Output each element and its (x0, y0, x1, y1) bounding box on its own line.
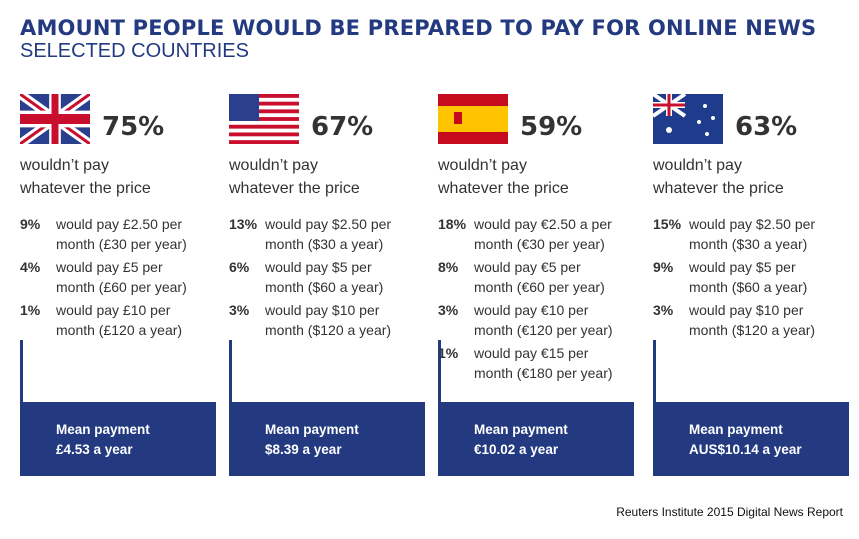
price-row-text: would pay £5 per month (£60 per year) (56, 259, 187, 295)
price-row: 3% would pay $10 per month ($120 a year) (653, 300, 853, 340)
price-row-text: would pay $2.50 per month ($30 a year) (689, 216, 816, 252)
price-row-text: would pay $2.50 per month ($30 a year) (265, 216, 392, 252)
country-column-spain: 59% wouldn’t pay whatever the price 18% wo… (438, 92, 634, 476)
australia-flag-icon (651, 92, 723, 144)
price-row-pct: 3% (229, 302, 250, 318)
no-pay-label: wouldn’t pay whatever the price (20, 157, 151, 197)
price-row: 18% would pay €2.50 a per month (€30 per y… (438, 214, 638, 254)
country-column-uk: 75% wouldn’t pay whatever the price 9% wou… (18, 89, 216, 476)
price-row-text: would pay €5 per month (€60 per year) (474, 259, 605, 295)
no-pay-percent: 75% (102, 112, 165, 142)
page-subtitle: SELECTED COUNTRIES (20, 40, 249, 62)
price-row-text: would pay £10 per month (£120 a year) (56, 302, 183, 338)
mean-payment-label: Mean payment (56, 422, 150, 437)
price-row-text: would pay $5 per month ($60 a year) (689, 259, 808, 295)
column-divider (653, 340, 656, 410)
mean-payment-box: Mean payment $8.39 a year (229, 402, 425, 476)
price-row: 1% would pay £10 per month (£120 a year) (20, 300, 220, 340)
price-row-text: would pay $10 per month ($120 a year) (689, 302, 816, 338)
no-pay-percent: 67% (311, 112, 374, 142)
price-rows: 13% would pay $2.50 per month ($30 a year)… (229, 214, 429, 343)
no-pay-label: wouldn’t pay whatever the price (229, 157, 360, 197)
price-row: 1% would pay €15 per month (€180 per year) (438, 343, 638, 383)
mean-payment-value: €10.02 a year (474, 442, 559, 457)
price-rows: 9% would pay £2.50 per month (£30 per year… (20, 214, 220, 343)
mean-payment-box: Mean payment €10.02 a year (438, 402, 634, 476)
price-row: 13% would pay $2.50 per month ($30 a year) (229, 214, 429, 254)
spain-flag-icon (438, 94, 508, 144)
price-row-pct: 13% (229, 216, 258, 232)
price-row: 6% would pay $5 per month ($60 a year) (229, 257, 429, 297)
no-pay-percent: 63% (735, 112, 798, 142)
mean-payment-label: Mean payment (474, 422, 568, 437)
price-row-pct: 1% (438, 345, 459, 361)
price-row: 9% would pay $5 per month ($60 a year) (653, 257, 853, 297)
uk-flag-icon (18, 89, 92, 149)
price-row: 15% would pay $2.50 per month ($30 a year) (653, 214, 853, 254)
price-row: 4% would pay £5 per month (£60 per year) (20, 257, 220, 297)
price-rows: 15% would pay $2.50 per month ($30 a year)… (653, 214, 853, 343)
price-row: 3% would pay $10 per month ($120 a year) (229, 300, 429, 340)
mean-payment-label: Mean payment (265, 422, 359, 437)
country-column-australia: 63% wouldn’t pay whatever the price 15% wo… (651, 92, 849, 476)
price-row-pct: 15% (653, 216, 682, 232)
price-row-pct: 4% (20, 259, 41, 275)
mean-payment-label: Mean payment (689, 422, 783, 437)
price-row-text: would pay €10 per month (€120 per year) (474, 302, 613, 338)
column-divider (438, 340, 441, 410)
price-row-text: would pay €15 per month (€180 per year) (474, 345, 613, 381)
price-row-text: would pay $10 per month ($120 a year) (265, 302, 392, 338)
price-row-pct: 9% (20, 216, 41, 232)
mean-payment-box: Mean payment £4.53 a year (20, 402, 216, 476)
price-row-text: would pay $5 per month ($60 a year) (265, 259, 384, 295)
country-column-us: 67% wouldn’t pay whatever the price 13% wo… (229, 92, 425, 476)
mean-payment-value: £4.53 a year (56, 442, 133, 457)
price-row: 9% would pay £2.50 per month (£30 per year… (20, 214, 220, 254)
price-row-pct: 8% (438, 259, 459, 275)
column-divider (229, 340, 232, 410)
price-row: 3% would pay €10 per month (€120 per year) (438, 300, 638, 340)
price-row-pct: 9% (653, 259, 674, 275)
mean-payment-value: $8.39 a year (265, 442, 342, 457)
price-row-pct: 3% (438, 302, 459, 318)
price-row-pct: 3% (653, 302, 674, 318)
price-row-pct: 6% (229, 259, 250, 275)
source-note: Reuters Institute 2015 Digital News Repo… (616, 505, 843, 519)
price-rows: 18% would pay €2.50 a per month (€30 per y… (438, 214, 638, 386)
price-row-pct: 18% (438, 216, 467, 232)
price-row: 8% would pay €5 per month (€60 per year) (438, 257, 638, 297)
price-row-text: would pay €2.50 a per month (€30 per year… (474, 216, 612, 252)
us-flag-icon (229, 94, 299, 144)
column-divider (20, 340, 23, 410)
price-row-text: would pay £2.50 per month (£30 per year) (56, 216, 187, 252)
no-pay-label: wouldn’t pay whatever the price (653, 157, 784, 197)
mean-payment-box: Mean payment AUS$10.14 a year (653, 402, 849, 476)
page-title: AMOUNT PEOPLE WOULD BE PREPARED TO PAY F… (20, 16, 817, 40)
no-pay-label: wouldn’t pay whatever the price (438, 157, 569, 197)
mean-payment-value: AUS$10.14 a year (689, 442, 802, 457)
price-row-pct: 1% (20, 302, 41, 318)
no-pay-percent: 59% (520, 112, 583, 142)
